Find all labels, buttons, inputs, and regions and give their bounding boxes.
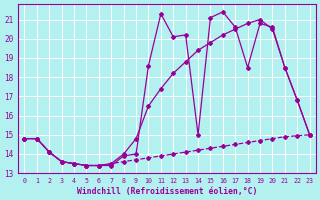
X-axis label: Windchill (Refroidissement éolien,°C): Windchill (Refroidissement éolien,°C) — [77, 187, 257, 196]
